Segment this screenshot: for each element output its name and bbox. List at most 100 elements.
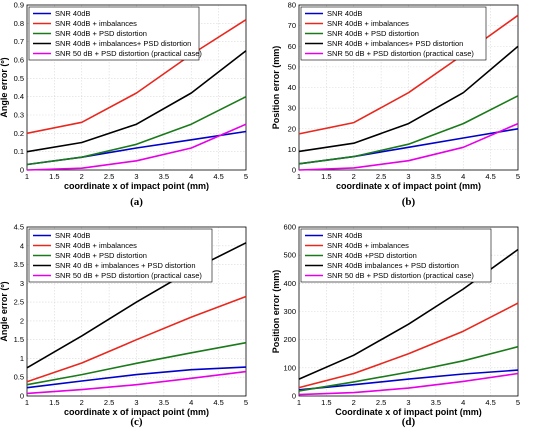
series-line-3: [26, 341, 247, 386]
series-line-5: [298, 122, 519, 171]
x-tick-label: 1: [25, 398, 29, 407]
legend-entry: SNR 50 dB + PSD distortion (practical ca…: [327, 271, 474, 280]
panel-label: (b): [402, 196, 416, 208]
legend-entry: SNR 40dB: [327, 9, 362, 18]
legend-entry: SNR 40dB + PSD distortion: [327, 29, 419, 38]
x-tick-label: 4: [461, 398, 465, 407]
series-line-5: [298, 372, 519, 396]
x-tick-label: 2: [80, 398, 84, 407]
x-tick-label: 3: [134, 398, 138, 407]
series-line-2: [26, 19, 247, 135]
x-tick-label: 4: [189, 398, 193, 407]
x-tick-label: 5: [244, 398, 248, 407]
y-tick-label: 0: [20, 166, 24, 175]
y-tick-label: 0.5: [14, 74, 24, 83]
x-tick-label: 2: [352, 398, 356, 407]
chart-panel-3: 1 1.5 2 2.5 3 3.5 4 4.5 5 0 0.5 1 1.5 2 2.5 3 3.5 4 4.5 SNR…: [0, 223, 248, 429]
panel-label: (c): [130, 416, 143, 428]
series-line-4: [298, 45, 519, 153]
y-axis-label: Position error (mm): [271, 46, 281, 130]
x-tick-label: 2.5: [104, 398, 114, 407]
legend-entry: SNR 40dB + PSD distortion: [55, 251, 147, 260]
chart-panel-4: 1 1.5 2 2.5 3 3.5 4 4.5 5 0 100 200 300 400 500 600 SNR …: [271, 223, 520, 429]
plot-frame: [298, 4, 519, 171]
y-tick-label: 0.8: [14, 19, 24, 28]
legend-entry: SNR 40dB +PSD distortion: [327, 251, 417, 260]
series-line-3: [298, 345, 519, 392]
series-line-3: [298, 95, 519, 165]
x-tick-label: 1.5: [321, 398, 331, 407]
plot-frame: [26, 4, 247, 171]
x-tick-label: 3: [406, 172, 410, 181]
y-axis-label: Position error (mm): [271, 270, 281, 354]
y-tick-label: 4: [20, 241, 24, 250]
y-tick-label: 0.4: [14, 92, 24, 101]
series-line-1: [298, 369, 519, 391]
y-tick-label: 20: [288, 124, 296, 133]
x-tick-label: 3.5: [159, 398, 169, 407]
x-tick-label: 2: [352, 172, 356, 181]
x-tick-label: 1.5: [49, 172, 59, 181]
y-tick-label: 0: [292, 166, 296, 175]
y-tick-label: 2.5: [14, 298, 24, 307]
x-tick-label: 3.5: [431, 172, 441, 181]
x-tick-label: 4.5: [213, 398, 223, 407]
x-axis-label: coordinate x of impact point (mm): [64, 407, 209, 417]
y-axis-label: Angle error (º): [0, 281, 9, 341]
chart-panel-1: 1 1.5 2 2.5 3 3.5 4 4.5 5 0 0.1 0.2 0.3 0.4 0.5 0.6 0.7 0…: [0, 1, 248, 209]
plot-frame: [298, 226, 519, 397]
panel-label: (a): [130, 196, 143, 208]
series-line-5: [26, 370, 247, 395]
y-tick-label: 60: [288, 42, 296, 51]
x-tick-label: 4: [189, 172, 193, 181]
panel-label: (d): [402, 416, 416, 428]
x-axis-label: coordinate x of impact point (mm): [336, 181, 481, 191]
legend-entry: SNR 40dB + imbalances: [55, 241, 137, 250]
x-tick-label: 4: [461, 172, 465, 181]
y-tick-label: 200: [283, 335, 296, 344]
y-tick-label: 0.9: [14, 1, 24, 10]
legend-box: [300, 6, 487, 61]
legend-box: [28, 6, 200, 61]
legend-box: [300, 228, 492, 283]
y-tick-label: 3: [20, 279, 24, 288]
y-tick-label: 400: [283, 279, 296, 288]
y-tick-label: 0: [292, 392, 296, 401]
y-tick-label: 4.5: [14, 223, 24, 232]
legend-entry: SNR 40dB + imbalances+ PSD distortion: [55, 39, 191, 48]
y-axis-label: Angle error (º): [0, 57, 9, 117]
x-tick-label: 3: [134, 172, 138, 181]
x-tick-label: 1.5: [321, 172, 331, 181]
legend-entry: SNR 40dB imbalances + PSD distortion: [327, 261, 459, 270]
legend-entry: SNR 40dB + PSD distortion: [55, 29, 147, 38]
legend-entry: SNR 50 dB + PSD distortion (practical ca…: [55, 271, 202, 280]
legend-entry: SNR 50 dB + PSD distortion (practical ca…: [55, 49, 202, 58]
y-tick-label: 0.6: [14, 56, 24, 65]
y-tick-label: 1: [20, 354, 24, 363]
legend-entry: SNR 50 dB + PSD distortion (practical ca…: [327, 49, 474, 58]
plot-frame: [26, 226, 247, 397]
y-tick-label: 10: [288, 145, 296, 154]
series-line-1: [26, 366, 247, 389]
x-tick-label: 2.5: [376, 398, 386, 407]
legend-entry: SNR 40dB: [327, 231, 362, 240]
x-tick-label: 4.5: [485, 172, 495, 181]
y-tick-label: 30: [288, 104, 296, 113]
x-tick-label: 3.5: [431, 398, 441, 407]
legend-entry: SNR 40 dB + imbalances + PSD distortion: [55, 261, 196, 270]
y-tick-label: 0: [20, 392, 24, 401]
legend-entry: SNR 40dB: [55, 9, 90, 18]
y-tick-label: 0.7: [14, 37, 24, 46]
x-tick-label: 2: [80, 172, 84, 181]
y-tick-label: 0.1: [14, 147, 24, 156]
x-tick-label: 5: [516, 398, 520, 407]
y-tick-label: 600: [283, 223, 296, 232]
series-line-2: [298, 302, 519, 389]
y-tick-label: 500: [283, 251, 296, 260]
y-tick-label: 100: [283, 363, 296, 372]
x-tick-label: 1: [297, 172, 301, 181]
legend-entry: SNR 40dB: [55, 231, 90, 240]
y-tick-label: 80: [288, 1, 296, 10]
y-tick-label: 1.5: [14, 335, 24, 344]
x-tick-label: 4.5: [485, 398, 495, 407]
